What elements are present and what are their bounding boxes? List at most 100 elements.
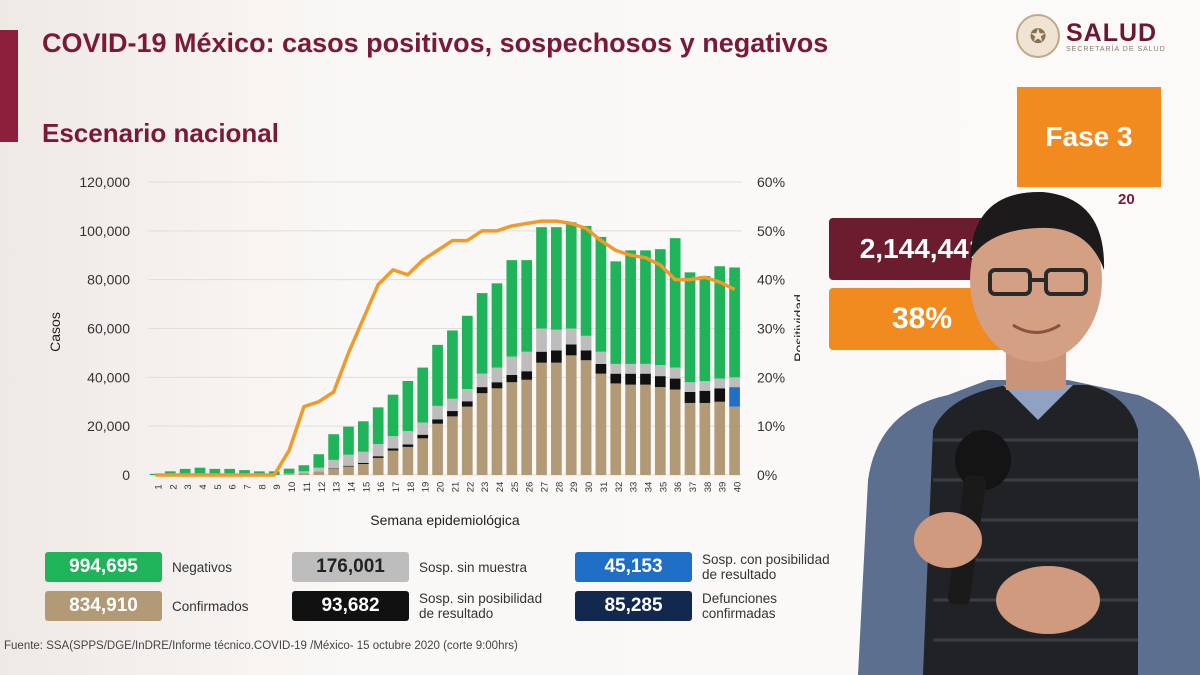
y2-tick-label: 20% bbox=[757, 369, 785, 385]
x-tick-label: 3 bbox=[183, 484, 194, 489]
x-tick-label: 40 bbox=[733, 482, 744, 493]
x-tick-label: 39 bbox=[718, 482, 729, 493]
bar-segment bbox=[387, 394, 399, 437]
x-tick-label: 12 bbox=[317, 482, 328, 493]
bar-segment bbox=[387, 450, 399, 475]
bar-segment bbox=[417, 422, 429, 435]
bar-segment bbox=[298, 471, 310, 474]
legend-label-sin-muestra: Sosp. sin muestra bbox=[419, 559, 528, 575]
x-tick-label: 20 bbox=[436, 482, 447, 493]
bar-segment bbox=[610, 383, 622, 475]
bar-segment bbox=[699, 276, 711, 381]
bar-segment bbox=[372, 407, 384, 444]
bar-segment bbox=[387, 448, 399, 451]
bar-segment bbox=[565, 355, 577, 475]
source-footnote: Fuente: SSA(SPPS/DGE/InDRE/Informe técni… bbox=[4, 640, 518, 652]
bar-segment bbox=[551, 329, 562, 351]
y-tick-label: 100,000 bbox=[79, 223, 130, 239]
bar-segment bbox=[551, 227, 562, 330]
bar-segment bbox=[640, 384, 651, 475]
legend-item-defunciones: 85,285 Defunciones confirmadas bbox=[575, 591, 802, 621]
bar-segment bbox=[432, 419, 443, 424]
bar-segment bbox=[565, 222, 577, 329]
legend-item-con-posibilidad: 45,153 Sosp. con posibilidad de resultad… bbox=[575, 552, 842, 582]
bar-segment bbox=[565, 328, 577, 345]
bar-segment bbox=[669, 389, 681, 475]
x-tick-label: 37 bbox=[688, 482, 699, 493]
bar-segment bbox=[684, 402, 696, 475]
legend-item-negativos: 994,695 Negativos bbox=[45, 552, 232, 582]
legend-item-sin-posibilidad: 93,682 Sosp. sin posibilidad de resultad… bbox=[292, 591, 554, 621]
legend-label-negativos: Negativos bbox=[172, 559, 233, 575]
bar-segment bbox=[714, 388, 726, 402]
x-tick-label: 5 bbox=[213, 484, 224, 489]
bar-segment bbox=[343, 465, 354, 467]
bar-segment bbox=[654, 365, 666, 377]
x-tick-label: 9 bbox=[272, 484, 283, 489]
bar-segment bbox=[610, 373, 622, 384]
legend-label-confirmados: Confirmados bbox=[172, 598, 249, 614]
bar-segment bbox=[565, 344, 577, 356]
x-axis-label: Semana epidemiológica bbox=[370, 512, 520, 528]
x-tick-label: 33 bbox=[629, 482, 640, 493]
x-tick-label: 34 bbox=[643, 482, 654, 493]
bar-segment bbox=[283, 468, 295, 474]
bar-segment bbox=[714, 378, 726, 389]
y-tick-label: 80,000 bbox=[87, 272, 130, 288]
bar-segment bbox=[313, 467, 325, 472]
bar-segment bbox=[610, 363, 622, 374]
x-tick-label: 14 bbox=[346, 482, 357, 493]
x-tick-label: 15 bbox=[361, 482, 372, 493]
bar-segment bbox=[729, 406, 740, 475]
x-tick-label: 4 bbox=[198, 484, 209, 489]
bar-segment bbox=[580, 335, 592, 351]
bar-segment bbox=[298, 473, 310, 475]
bar-segment bbox=[506, 382, 518, 475]
bar-segment bbox=[447, 416, 458, 475]
x-tick-label: 29 bbox=[569, 482, 580, 493]
bar-segment bbox=[610, 261, 622, 364]
bar-segment bbox=[595, 351, 607, 364]
bar-segment bbox=[625, 384, 636, 475]
x-tick-label: 18 bbox=[406, 482, 417, 493]
bar-segment bbox=[580, 350, 592, 361]
bar-segment bbox=[254, 471, 265, 475]
bar-segment bbox=[536, 328, 547, 352]
bar-segment bbox=[402, 380, 414, 432]
y2-tick-label: 0% bbox=[757, 467, 777, 483]
bar-segment bbox=[551, 362, 562, 475]
bar-segment bbox=[417, 438, 429, 475]
legend-value-negativos: 994,695 bbox=[45, 552, 162, 582]
legend-label-con-posibilidad: Sosp. con posibilidad de resultado bbox=[702, 552, 830, 582]
x-tick-label: 19 bbox=[421, 482, 432, 493]
bar-segment bbox=[476, 387, 488, 394]
bar-segment bbox=[595, 363, 607, 374]
bar-segment bbox=[640, 373, 651, 385]
y2-tick-label: 50% bbox=[757, 223, 785, 239]
x-tick-label: 30 bbox=[584, 482, 595, 493]
bar-segment bbox=[506, 260, 518, 357]
x-tick-label: 31 bbox=[599, 482, 610, 493]
x-tick-label: 7 bbox=[243, 484, 254, 489]
bar-segment bbox=[298, 465, 310, 472]
bar-segment bbox=[343, 426, 354, 455]
bar-segment bbox=[699, 390, 711, 403]
legend-label-sin-posibilidad: Sosp. sin posibilidad de resultado bbox=[419, 591, 543, 621]
y2-tick-label: 60% bbox=[757, 174, 785, 190]
phase-badge: Fase 3 bbox=[1017, 87, 1161, 187]
bar-segment bbox=[357, 462, 369, 465]
accent-bar bbox=[0, 30, 18, 142]
x-tick-label: 32 bbox=[614, 482, 625, 493]
bar-segment bbox=[417, 367, 429, 423]
page-title: COVID-19 México: casos positivos, sospec… bbox=[42, 28, 829, 58]
bar-segment bbox=[491, 367, 503, 383]
bar-segment bbox=[669, 378, 681, 390]
bar-segment bbox=[536, 227, 547, 329]
legend-value-sin-muestra: 176,001 bbox=[292, 552, 409, 582]
bar-segment bbox=[164, 471, 176, 475]
bar-segment bbox=[372, 456, 384, 458]
x-tick-label: 23 bbox=[480, 482, 491, 493]
bar-segment bbox=[521, 371, 533, 380]
x-tick-label: 11 bbox=[302, 482, 313, 492]
bar-segment bbox=[447, 398, 458, 412]
